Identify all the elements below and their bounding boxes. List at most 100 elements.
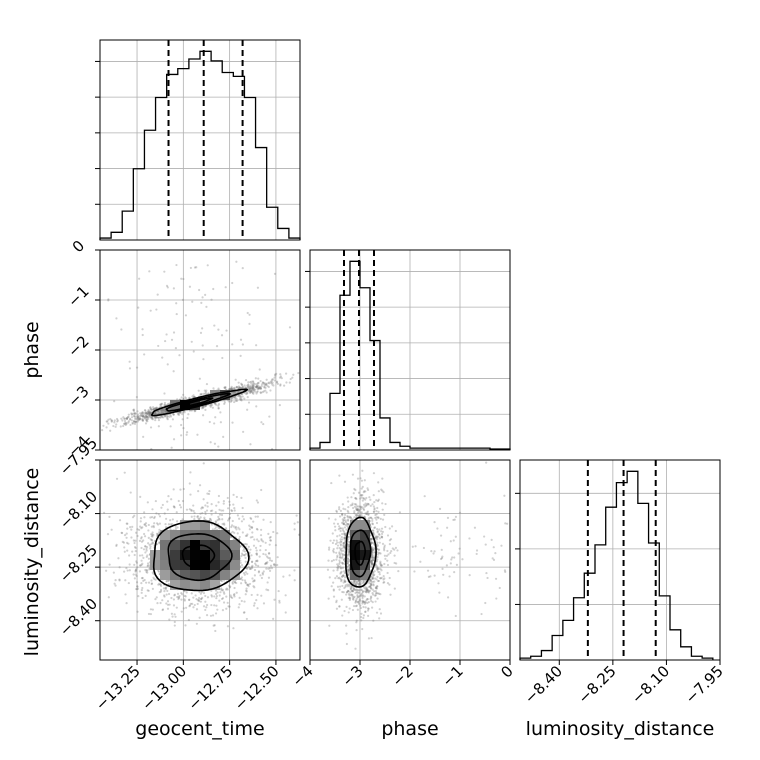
scatter-point bbox=[269, 521, 272, 524]
scatter-point bbox=[121, 531, 124, 535]
scatter-point bbox=[156, 411, 160, 415]
scatter-point bbox=[173, 593, 176, 596]
scatter-point bbox=[229, 594, 232, 597]
scatter-point bbox=[205, 606, 208, 609]
scatter-point bbox=[148, 411, 151, 414]
scatter-point bbox=[222, 435, 225, 438]
scatter-point bbox=[250, 565, 254, 569]
scatter-point bbox=[339, 572, 342, 575]
scatter-point bbox=[149, 538, 152, 541]
scatter-point bbox=[155, 308, 158, 311]
scatter-point bbox=[457, 552, 460, 555]
scatter-point bbox=[162, 408, 165, 411]
density-cell bbox=[180, 560, 190, 570]
scatter-point bbox=[353, 595, 356, 598]
scatter-point bbox=[224, 526, 228, 530]
scatter-point bbox=[234, 525, 238, 529]
scatter-point bbox=[240, 552, 244, 555]
scatter-point bbox=[145, 581, 148, 584]
scatter-point bbox=[229, 585, 232, 588]
scatter-point bbox=[347, 560, 350, 563]
scatter-point bbox=[350, 589, 353, 593]
scatter-point bbox=[169, 523, 172, 526]
scatter-point bbox=[161, 356, 164, 359]
scatter-point bbox=[108, 563, 111, 566]
scatter-point bbox=[379, 517, 382, 520]
scatter-point bbox=[193, 410, 196, 413]
scatter-point bbox=[157, 410, 160, 413]
scatter-point bbox=[250, 386, 253, 390]
histogram-luminosity_distance bbox=[515, 459, 721, 661]
scatter-point bbox=[260, 576, 264, 580]
scatter-point bbox=[244, 581, 247, 584]
scatter-point bbox=[188, 285, 192, 288]
scatter-point bbox=[138, 554, 142, 557]
scatter-point bbox=[355, 514, 358, 517]
scatter-point bbox=[110, 528, 113, 531]
scatter-point bbox=[165, 410, 169, 414]
scatter-point bbox=[182, 427, 185, 430]
scatter-point bbox=[377, 533, 381, 536]
scatter-point bbox=[355, 628, 358, 632]
scatter-point bbox=[179, 411, 182, 415]
scatter-point bbox=[378, 533, 381, 536]
scatter-point bbox=[160, 411, 163, 415]
scatter-point bbox=[164, 410, 167, 413]
scatter-point bbox=[346, 591, 349, 594]
scatter-point bbox=[237, 391, 240, 394]
scatter-point bbox=[194, 409, 197, 412]
scatter-point bbox=[128, 569, 131, 572]
scatter-point bbox=[145, 547, 148, 551]
scatter-point bbox=[342, 542, 345, 545]
scatter-point bbox=[255, 382, 259, 386]
scatter-point bbox=[109, 429, 112, 432]
scatter-point bbox=[240, 576, 243, 579]
scatter-point bbox=[262, 602, 266, 605]
scatter-point bbox=[151, 417, 154, 420]
scatter-point bbox=[494, 551, 497, 555]
scatter-point bbox=[246, 533, 249, 536]
scatter-point bbox=[230, 525, 233, 529]
scatter-point bbox=[357, 580, 361, 583]
scatter-point bbox=[345, 591, 349, 594]
scatter-point bbox=[142, 435, 145, 438]
scatter-point bbox=[386, 559, 389, 562]
scatter-point bbox=[190, 592, 193, 595]
scatter-point bbox=[222, 500, 225, 503]
scatter-point bbox=[339, 544, 342, 547]
scatter-point bbox=[197, 600, 201, 603]
scatter-point bbox=[383, 549, 386, 552]
scatter-point bbox=[133, 414, 136, 417]
scatter-point bbox=[359, 506, 362, 509]
scatter-point bbox=[217, 407, 220, 410]
scatter-point bbox=[341, 547, 344, 550]
scatter-point bbox=[225, 595, 228, 598]
scatter-point bbox=[157, 416, 160, 419]
scatter-point bbox=[231, 530, 234, 533]
density-cell bbox=[230, 540, 240, 550]
scatter-point bbox=[363, 479, 366, 482]
scatter-point bbox=[342, 521, 345, 524]
scatter-point bbox=[217, 445, 220, 448]
scatter-point bbox=[151, 571, 154, 574]
scatter-point bbox=[348, 516, 351, 519]
scatter-point bbox=[295, 514, 298, 517]
scatter-point bbox=[357, 583, 360, 587]
scatter-point bbox=[141, 415, 144, 418]
scatter-point bbox=[172, 331, 176, 334]
scatter-point bbox=[157, 411, 161, 414]
scatter-point bbox=[231, 392, 235, 395]
scatter-point bbox=[259, 534, 263, 537]
scatter-point bbox=[371, 577, 375, 580]
scatter-point bbox=[140, 536, 143, 539]
scatter-point bbox=[255, 392, 258, 395]
scatter-point bbox=[346, 518, 350, 521]
scatter-point bbox=[141, 411, 144, 415]
scatter-point bbox=[228, 512, 231, 515]
scatter-point bbox=[332, 595, 336, 598]
scatter-point bbox=[264, 541, 267, 544]
scatter-point bbox=[248, 528, 251, 531]
scatter-point bbox=[218, 599, 221, 602]
scatter-point bbox=[123, 422, 126, 426]
scatter-point bbox=[172, 438, 176, 441]
